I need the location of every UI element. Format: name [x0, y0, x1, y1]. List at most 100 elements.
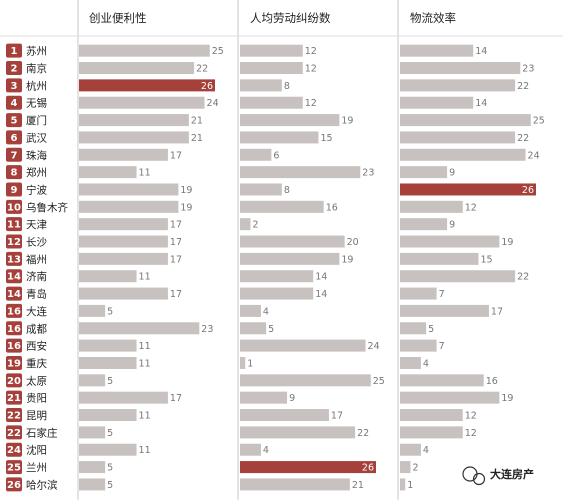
bar — [400, 426, 463, 439]
data-label: 22 — [517, 272, 529, 283]
table-row: 14 济南 11 14 22 — [6, 269, 529, 284]
table-row: 7 珠海 17 6 24 — [6, 147, 540, 162]
rank-badge — [6, 425, 22, 440]
data-label: 5 — [107, 306, 113, 317]
city-label: 福州 — [26, 253, 47, 266]
bar — [240, 183, 282, 196]
rank-number: 14 — [7, 289, 21, 300]
table-row: 3 杭州 26 8 22 — [6, 78, 529, 93]
bar — [79, 183, 179, 196]
bar — [79, 44, 210, 57]
city-label: 武汉 — [26, 131, 47, 144]
bar — [240, 270, 314, 283]
wechat-icon — [462, 466, 478, 482]
bar — [400, 96, 474, 109]
bar — [400, 235, 500, 248]
bar — [240, 391, 288, 404]
data-label: 19 — [501, 393, 513, 404]
bar — [400, 148, 526, 161]
city-label: 无锡 — [26, 97, 47, 110]
rank-number: 6 — [11, 133, 18, 144]
rank-badge — [6, 373, 22, 388]
table-row: 8 郑州 11 23 9 — [6, 165, 455, 180]
data-label: 23 — [362, 168, 374, 179]
table-row: 16 大连 5 4 17 — [6, 303, 503, 318]
bar — [79, 356, 137, 369]
data-label: 22 — [517, 81, 529, 92]
data-label: 16 — [326, 202, 338, 213]
bar — [240, 79, 282, 92]
table-row: 25 兰州 5 26 2 — [6, 460, 419, 475]
rank-number: 9 — [11, 185, 18, 196]
data-label: 5 — [107, 376, 113, 387]
bar — [400, 270, 516, 283]
bar — [240, 374, 371, 387]
city-label: 南京 — [26, 62, 47, 75]
rank-badge — [6, 43, 22, 58]
rank-number: 14 — [7, 272, 21, 283]
city-label: 乌鲁木齐 — [26, 201, 68, 214]
rank-badge — [6, 78, 22, 93]
rank-number: 16 — [7, 306, 21, 317]
bar — [240, 131, 319, 144]
bar — [79, 443, 137, 456]
data-label: 5 — [107, 480, 113, 491]
table-row: 10 乌鲁木齐 19 16 12 — [6, 199, 477, 214]
data-label: 12 — [465, 428, 477, 439]
table-row: 24 沈阳 11 4 4 — [6, 442, 429, 457]
rank-number: 8 — [11, 168, 18, 179]
bar — [240, 218, 251, 231]
rank-badge — [6, 165, 22, 180]
bar — [400, 443, 421, 456]
data-label: 7 — [439, 341, 445, 352]
bar — [79, 322, 200, 335]
rank-number: 22 — [7, 428, 21, 439]
rank-badge — [6, 61, 22, 76]
data-label: 22 — [517, 133, 529, 144]
bar — [400, 461, 411, 474]
column-header: 创业便利性 — [89, 11, 147, 25]
rank-number: 5 — [11, 116, 18, 127]
table-row: 9 宁波 19 8 26 — [6, 182, 536, 197]
wechat-icon-small — [472, 472, 486, 486]
rank-badge — [6, 321, 22, 336]
bar — [240, 304, 261, 317]
bar — [240, 443, 261, 456]
rank-number: 10 — [7, 202, 21, 213]
table-row: 13 福州 17 19 15 — [6, 251, 493, 266]
data-label: 19 — [180, 185, 192, 196]
data-label: 5 — [107, 463, 113, 474]
bar — [400, 287, 437, 300]
bar — [79, 287, 168, 300]
data-label: 17 — [491, 306, 503, 317]
table-row: 4 无锡 24 12 14 — [6, 95, 487, 110]
bar — [400, 44, 474, 57]
city-label: 苏州 — [26, 45, 47, 58]
data-label: 8 — [284, 185, 290, 196]
data-label: 25 — [373, 376, 385, 387]
data-label: 14 — [475, 46, 487, 57]
bar — [400, 131, 516, 144]
rank-number: 4 — [11, 98, 18, 109]
data-label: 21 — [191, 133, 203, 144]
rank-badge — [6, 217, 22, 232]
data-label: 26 — [201, 81, 213, 92]
data-label: 23 — [201, 324, 213, 335]
table-row: 14 青岛 17 14 7 — [6, 286, 445, 301]
rank-badge — [6, 355, 22, 370]
data-label: 1 — [407, 480, 413, 491]
bar — [79, 270, 137, 283]
data-label: 4 — [263, 306, 269, 317]
bar — [240, 356, 246, 369]
data-label: 2 — [252, 220, 258, 231]
data-label: 19 — [501, 237, 513, 248]
data-label: 25 — [533, 116, 545, 127]
bar — [240, 62, 303, 75]
data-label: 26 — [522, 185, 534, 196]
watermark-text: 大连房产 — [490, 467, 534, 481]
city-label: 贵阳 — [26, 392, 47, 405]
bar — [400, 183, 536, 196]
bar — [79, 304, 106, 317]
data-label: 4 — [423, 445, 429, 456]
